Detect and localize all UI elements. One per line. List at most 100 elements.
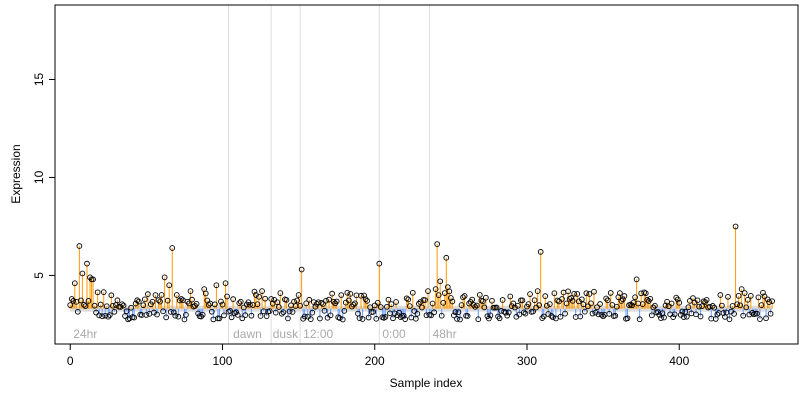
data-point bbox=[253, 292, 259, 298]
data-point bbox=[658, 315, 664, 321]
data-point bbox=[603, 295, 610, 302]
data-point bbox=[761, 293, 768, 300]
data-point bbox=[158, 292, 165, 298]
data-point bbox=[364, 298, 370, 304]
data-point bbox=[323, 297, 329, 304]
data-point bbox=[764, 296, 771, 303]
y-axis: 5 10 15 bbox=[32, 72, 56, 279]
data-point bbox=[473, 302, 480, 309]
data-point bbox=[551, 290, 558, 297]
data-point bbox=[758, 302, 765, 308]
data-point bbox=[562, 310, 568, 317]
data-point bbox=[239, 315, 246, 322]
data-point bbox=[639, 301, 646, 307]
data-point bbox=[338, 292, 345, 298]
data-point bbox=[449, 298, 456, 305]
data-point bbox=[140, 302, 147, 309]
data-point bbox=[414, 310, 421, 317]
data-point bbox=[717, 292, 724, 298]
data-point bbox=[525, 301, 532, 307]
data-point bbox=[676, 299, 683, 306]
data-point bbox=[502, 309, 509, 316]
data-point bbox=[230, 296, 236, 303]
data-point bbox=[543, 302, 550, 309]
group-label: 48hr bbox=[433, 327, 457, 341]
data-point bbox=[760, 289, 766, 296]
data-point bbox=[187, 288, 194, 294]
data-point bbox=[184, 298, 191, 305]
data-point bbox=[376, 260, 383, 267]
data-point bbox=[193, 300, 200, 307]
data-point bbox=[272, 309, 279, 316]
data-point bbox=[569, 297, 576, 304]
data-point bbox=[476, 292, 483, 298]
data-point bbox=[237, 298, 244, 305]
data-point bbox=[522, 310, 529, 317]
data-point bbox=[286, 308, 293, 315]
y-axis-title: Expression bbox=[9, 144, 23, 203]
data-point bbox=[670, 314, 677, 320]
data-point bbox=[384, 303, 390, 310]
data-point bbox=[580, 301, 587, 308]
data-point bbox=[149, 298, 156, 305]
data-point bbox=[550, 314, 556, 321]
data-point bbox=[317, 315, 323, 322]
data-point bbox=[565, 288, 571, 295]
data-point bbox=[409, 289, 416, 296]
data-point bbox=[128, 304, 134, 311]
data-point bbox=[406, 303, 413, 309]
data-point bbox=[738, 286, 745, 292]
data-point bbox=[519, 297, 526, 304]
data-point bbox=[679, 308, 686, 315]
data-point bbox=[591, 288, 597, 295]
data-point bbox=[247, 301, 253, 308]
data-point bbox=[735, 292, 742, 299]
data-point bbox=[312, 303, 319, 310]
data-point bbox=[123, 308, 130, 315]
data-point bbox=[393, 299, 399, 305]
data-point bbox=[454, 316, 460, 322]
data-point bbox=[189, 296, 195, 303]
data-point bbox=[546, 301, 553, 307]
data-point bbox=[326, 296, 332, 303]
data-point bbox=[763, 315, 769, 322]
data-point bbox=[586, 291, 593, 297]
data-point bbox=[731, 311, 737, 317]
data-point bbox=[469, 296, 476, 303]
data-point bbox=[405, 296, 412, 303]
data-point bbox=[301, 313, 308, 320]
data-point bbox=[621, 293, 628, 299]
data-point bbox=[455, 309, 462, 316]
data-point bbox=[289, 309, 296, 315]
data-point bbox=[361, 292, 367, 299]
data-point bbox=[662, 302, 669, 309]
data-point bbox=[94, 289, 101, 296]
data-point bbox=[167, 309, 174, 315]
data-point bbox=[557, 313, 564, 320]
data-point bbox=[571, 290, 578, 297]
data-point bbox=[432, 286, 439, 292]
data-point bbox=[422, 297, 428, 303]
data-point bbox=[443, 254, 450, 261]
data-point bbox=[489, 297, 495, 304]
data-point bbox=[143, 312, 150, 318]
data-point bbox=[680, 314, 687, 320]
data-point bbox=[277, 290, 284, 296]
data-point bbox=[412, 315, 419, 322]
data-point bbox=[96, 312, 103, 319]
data-point bbox=[186, 300, 192, 307]
data-point bbox=[390, 315, 396, 322]
data-point bbox=[377, 304, 384, 310]
data-point bbox=[110, 302, 116, 309]
data-point bbox=[437, 278, 444, 285]
data-point bbox=[440, 299, 447, 306]
data-point bbox=[382, 314, 389, 320]
data-point bbox=[685, 304, 692, 311]
data-point bbox=[618, 298, 625, 304]
data-point bbox=[574, 291, 581, 297]
data-point bbox=[612, 312, 619, 319]
data-point bbox=[542, 293, 549, 300]
data-point bbox=[257, 313, 264, 319]
data-point bbox=[227, 307, 233, 314]
data-point bbox=[732, 223, 739, 230]
